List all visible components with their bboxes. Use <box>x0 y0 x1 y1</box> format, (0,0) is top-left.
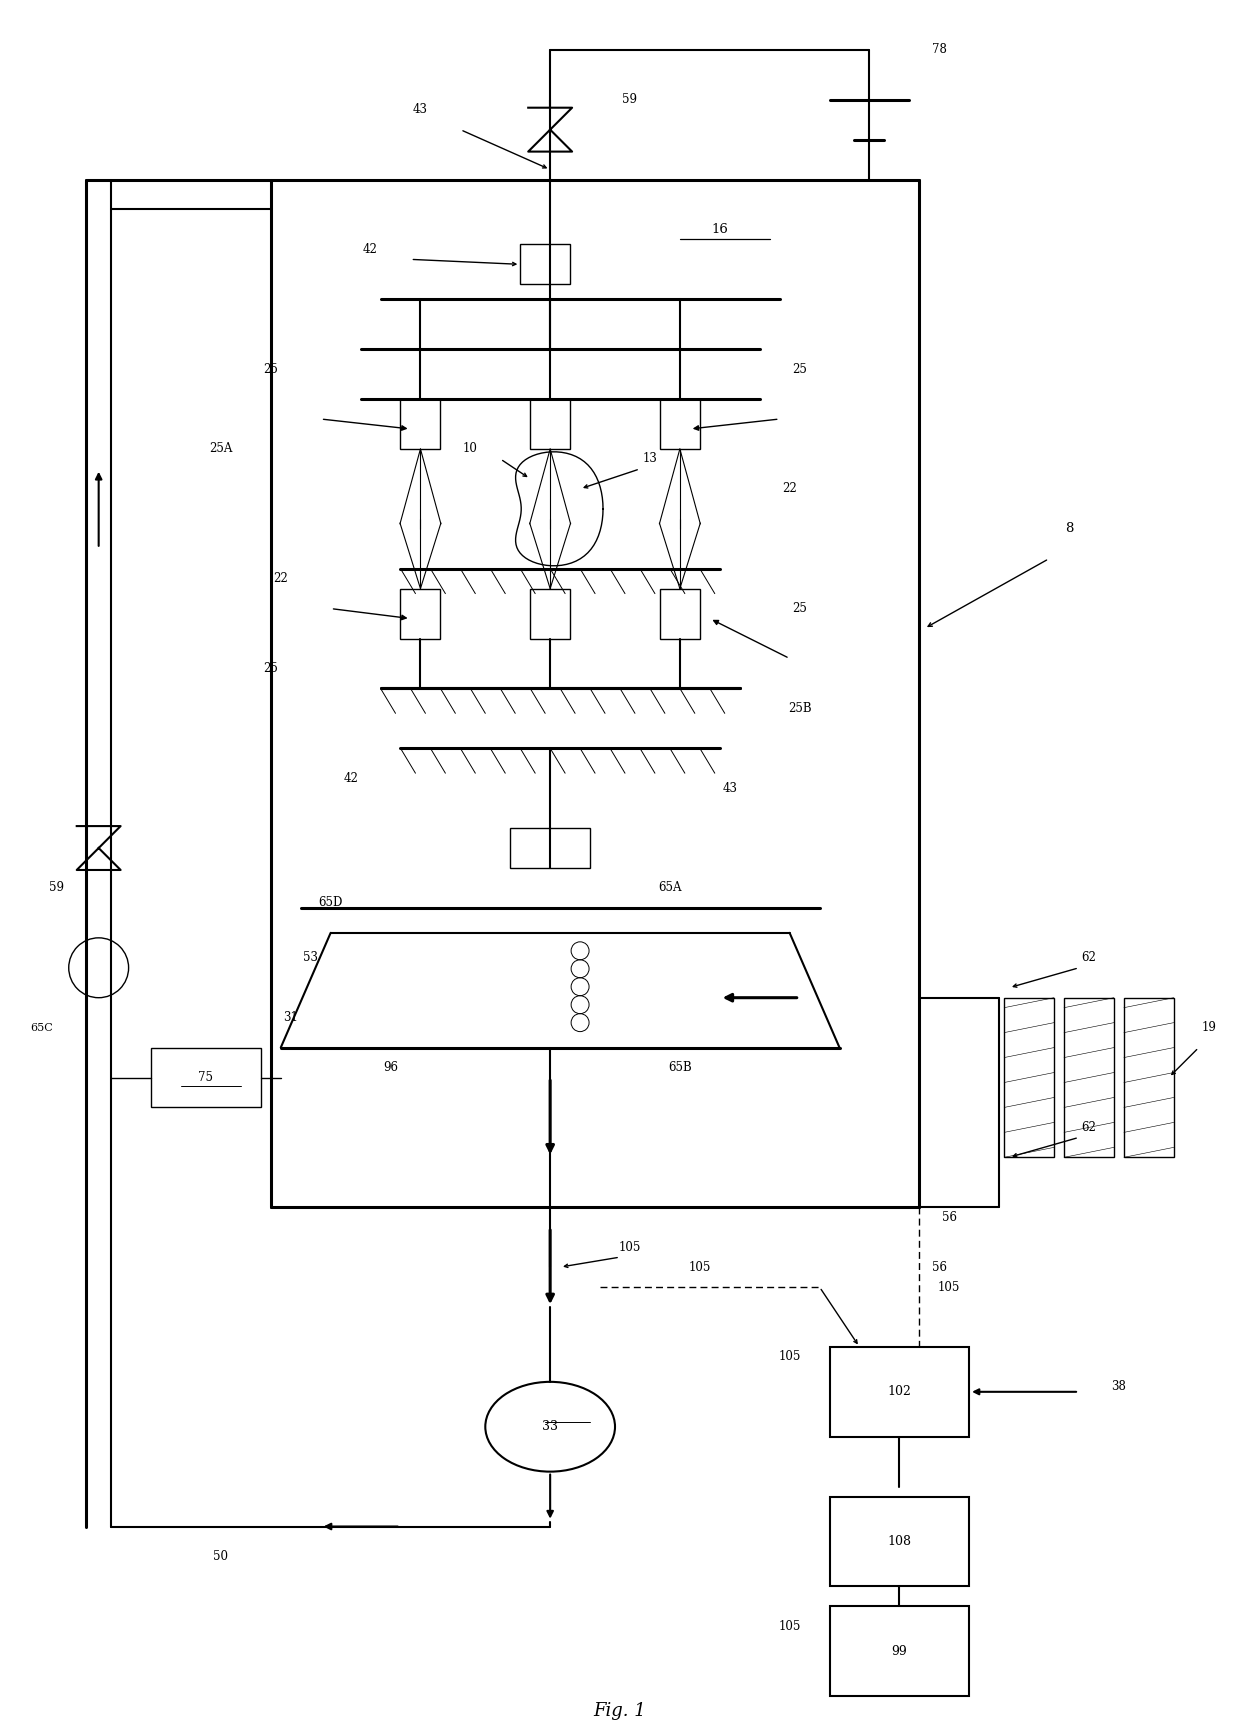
Bar <box>151 1047 260 1108</box>
Text: 25A: 25A <box>210 442 233 456</box>
Bar <box>830 1496 970 1586</box>
Text: Fig. 1: Fig. 1 <box>594 1702 646 1719</box>
Text: 25: 25 <box>263 363 278 375</box>
Bar <box>510 828 590 867</box>
Text: 65A: 65A <box>658 881 682 895</box>
Text: 25: 25 <box>792 363 807 375</box>
Text: 62: 62 <box>1081 952 1096 964</box>
Bar <box>531 589 570 639</box>
Text: 65B: 65B <box>668 1061 692 1075</box>
Bar <box>1064 997 1114 1158</box>
Text: 105: 105 <box>779 1350 801 1363</box>
Text: 62: 62 <box>1081 1121 1096 1134</box>
Text: 25B: 25B <box>787 702 811 715</box>
Text: 53: 53 <box>304 952 319 964</box>
Text: 42: 42 <box>343 772 358 785</box>
Text: 56: 56 <box>931 1261 947 1274</box>
Text: 75: 75 <box>198 1071 213 1083</box>
Text: 59: 59 <box>48 881 63 895</box>
Text: 99: 99 <box>892 1645 908 1657</box>
Text: 50: 50 <box>213 1550 228 1562</box>
Text: 31: 31 <box>283 1011 298 1025</box>
Text: 102: 102 <box>888 1386 911 1398</box>
Text: 25: 25 <box>263 662 278 676</box>
Bar <box>830 1346 970 1436</box>
Text: 25: 25 <box>792 601 807 615</box>
Bar <box>1123 997 1174 1158</box>
Text: 16: 16 <box>712 223 728 237</box>
Text: 8: 8 <box>1065 522 1073 536</box>
Bar <box>660 399 699 449</box>
Text: 105: 105 <box>939 1280 961 1294</box>
Text: 33: 33 <box>542 1420 558 1433</box>
Text: 43: 43 <box>722 781 738 795</box>
Bar <box>401 589 440 639</box>
Text: 65D: 65D <box>319 897 342 909</box>
Text: 19: 19 <box>1202 1021 1216 1033</box>
Bar <box>1004 997 1054 1158</box>
Text: 59: 59 <box>622 93 637 105</box>
Bar <box>521 244 570 285</box>
Text: 78: 78 <box>931 43 946 57</box>
Text: 22: 22 <box>782 482 797 496</box>
Bar <box>531 399 570 449</box>
Text: 22: 22 <box>273 572 288 586</box>
Text: 56: 56 <box>941 1211 957 1223</box>
Text: 13: 13 <box>642 453 657 465</box>
Text: 108: 108 <box>888 1534 911 1548</box>
Text: 42: 42 <box>363 244 378 256</box>
Text: 65C: 65C <box>30 1023 52 1033</box>
Text: 43: 43 <box>413 104 428 116</box>
Bar <box>401 399 440 449</box>
Text: 105: 105 <box>688 1261 711 1274</box>
Bar <box>830 1607 970 1697</box>
Text: 105: 105 <box>779 1619 801 1633</box>
Text: 96: 96 <box>383 1061 398 1075</box>
Bar <box>660 589 699 639</box>
Text: 105: 105 <box>619 1241 641 1253</box>
Text: 38: 38 <box>1111 1381 1126 1393</box>
Text: 10: 10 <box>463 442 477 456</box>
